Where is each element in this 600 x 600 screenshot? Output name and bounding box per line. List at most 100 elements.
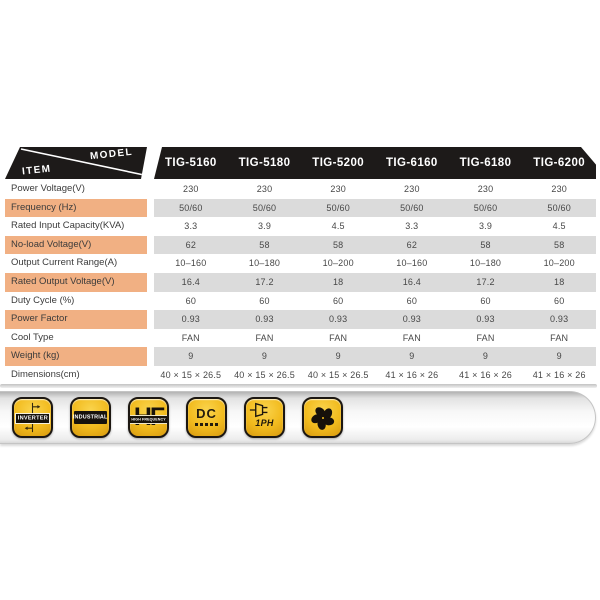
inverter-badge: INVERTER: [12, 397, 53, 438]
cell-value: 58: [259, 239, 270, 250]
cell-value: 230: [256, 184, 273, 194]
row-values: 3.3 3.9 4.5 3.3 3.9 4.5: [154, 217, 596, 236]
cell-value: FAN: [329, 332, 348, 343]
row-label: Output Current Range(A): [11, 257, 118, 269]
row-gap: [147, 254, 154, 273]
cell-value: 40 × 15 × 26.5: [234, 369, 295, 380]
table-body: Power Voltage(V) 230 230 230 230 230 230 Freque…: [5, 180, 596, 385]
cell-value: 41 × 16 × 26: [532, 369, 586, 380]
badge-row: INVERTER INDUSTRIAL HF HIGH FREQUENCY DC: [12, 397, 343, 438]
row-gap: [147, 273, 154, 292]
cell-value: 3.3: [405, 221, 419, 232]
cell-value: 60: [406, 295, 418, 306]
diagonal-divider-line: [5, 147, 147, 179]
dc-badge: DC: [186, 397, 227, 438]
cell-value: 17.2: [476, 276, 495, 287]
horizontal-divider: [0, 384, 597, 388]
cell-value: 0.93: [255, 314, 274, 325]
cell-value: 10–160: [396, 258, 428, 269]
plug-icon: [249, 402, 268, 418]
cell-value: 40 × 15 × 26.5: [160, 369, 222, 380]
model-header: TIG-6160: [385, 157, 438, 169]
cell-value: 18: [332, 276, 344, 287]
row-label: Duty Cycle (%): [11, 294, 75, 306]
industrial-badge: INDUSTRIAL: [70, 397, 111, 438]
cell-value: FAN: [550, 332, 569, 343]
cell-value: FAN: [476, 332, 495, 343]
high-frequency-badge: HF HIGH FREQUENCY: [128, 397, 169, 438]
model-header: TIG-5180: [238, 157, 291, 169]
table-row: Output Current Range(A) 10–160 10–180 10–20…: [5, 254, 596, 273]
inverter-label: INVERTER: [17, 415, 48, 422]
cell-value: 4.5: [552, 221, 566, 232]
table-header: MODEL ITEM TIG-5160 TIG-5180 TIG-5200 TI…: [5, 147, 596, 179]
table-row: Weight (kg) 9 9 9 9 9 9: [5, 347, 596, 366]
cell-value: 0.93: [402, 314, 422, 325]
cell-value: 10–180: [469, 258, 502, 269]
cell-value: 17.2: [255, 276, 274, 287]
cell-value: 230: [183, 184, 199, 194]
row-label: Rated Output Voltage(V): [5, 272, 147, 292]
row-label: Power Voltage(V): [11, 183, 85, 194]
cell-value: 60: [553, 295, 565, 306]
cell-value: 50/60: [179, 202, 203, 213]
cell-value: 58: [553, 239, 565, 250]
fan-badge: [302, 397, 343, 438]
model-header: TIG-5200: [312, 157, 365, 169]
table-row: Frequency (Hz) 50/60 50/60 50/60 50/60 50/60 5…: [5, 198, 596, 218]
row-gap: [147, 329, 154, 348]
cell-value: 0.93: [329, 314, 348, 325]
spec-table: MODEL ITEM TIG-5160 TIG-5180 TIG-5200 TI…: [5, 147, 596, 385]
cell-value: 10–200: [322, 258, 354, 269]
cell-value: 9: [409, 351, 415, 362]
cell-value: 3.9: [478, 221, 493, 232]
cell-value: 41 × 16 × 26: [459, 369, 512, 380]
corner-header-cell: MODEL ITEM: [5, 147, 147, 179]
industrial-banner: INDUSTRIAL: [73, 411, 108, 424]
cell-value: 230: [404, 184, 420, 194]
row-gap: [147, 217, 154, 236]
inverter-banner: INVERTER: [15, 413, 50, 424]
cell-value: 62: [406, 239, 418, 250]
cell-value: 50/60: [326, 202, 350, 213]
row-label: Cool Type: [11, 331, 54, 343]
row-values: 62 58 58 62 58 58: [154, 235, 596, 255]
table-row: Rated Output Voltage(V) 16.4 17.2 18 16.4 17.…: [5, 272, 596, 292]
row-label: Dimensions(cm): [11, 368, 80, 380]
row-label: Weight (kg): [5, 347, 147, 366]
dc-dots-icon: [188, 423, 225, 426]
row-values: FAN FAN FAN FAN FAN FAN: [154, 329, 596, 348]
single-phase-badge: 1PH: [244, 397, 285, 438]
cell-value: 0.93: [550, 314, 569, 325]
header-gap: [147, 147, 154, 179]
row-label: Frequency (Hz): [5, 198, 147, 218]
table-row: No-load Voltage(V) 62 58 58 62 58 58: [5, 235, 596, 255]
cell-value: 60: [332, 295, 344, 306]
row-values: 0.93 0.93 0.93 0.93 0.93 0.93: [154, 310, 596, 329]
cell-value: 60: [480, 295, 491, 306]
hf-banner-label: HIGH FREQUENCY: [131, 417, 166, 422]
row-values: 40 × 15 × 26.5 40 × 15 × 26.5 40 × 15 × 26…: [154, 366, 596, 385]
cell-value: 0.93: [476, 314, 495, 325]
cell-value: 4.5: [331, 221, 345, 232]
cell-value: 230: [330, 184, 346, 194]
cell-value: 16.4: [402, 276, 422, 287]
row-values: 50/60 50/60 50/60 50/60 50/60 50/60: [154, 198, 596, 218]
cell-value: 40 × 15 × 26.5: [307, 369, 369, 380]
cell-value: 3.3: [184, 221, 198, 232]
row-values: 9 9 9 9 9 9: [154, 347, 596, 366]
cell-value: 16.4: [181, 276, 200, 287]
cell-value: 50/60: [252, 202, 277, 213]
cell-value: FAN: [181, 332, 200, 343]
cell-value: 58: [480, 239, 491, 250]
row-gap: [147, 310, 154, 329]
row-gap: [147, 292, 154, 311]
table-row: Duty Cycle (%) 60 60 60 60 60 60: [5, 292, 596, 311]
row-gap: [147, 366, 154, 385]
models-header-bar: TIG-5160 TIG-5180 TIG-5200 TIG-6160 TIG-…: [154, 147, 596, 179]
row-gap: [147, 347, 154, 366]
model-header: TIG-6200: [533, 157, 586, 169]
row-label: No-load Voltage(V): [5, 235, 147, 255]
cell-value: 3.9: [257, 221, 272, 232]
